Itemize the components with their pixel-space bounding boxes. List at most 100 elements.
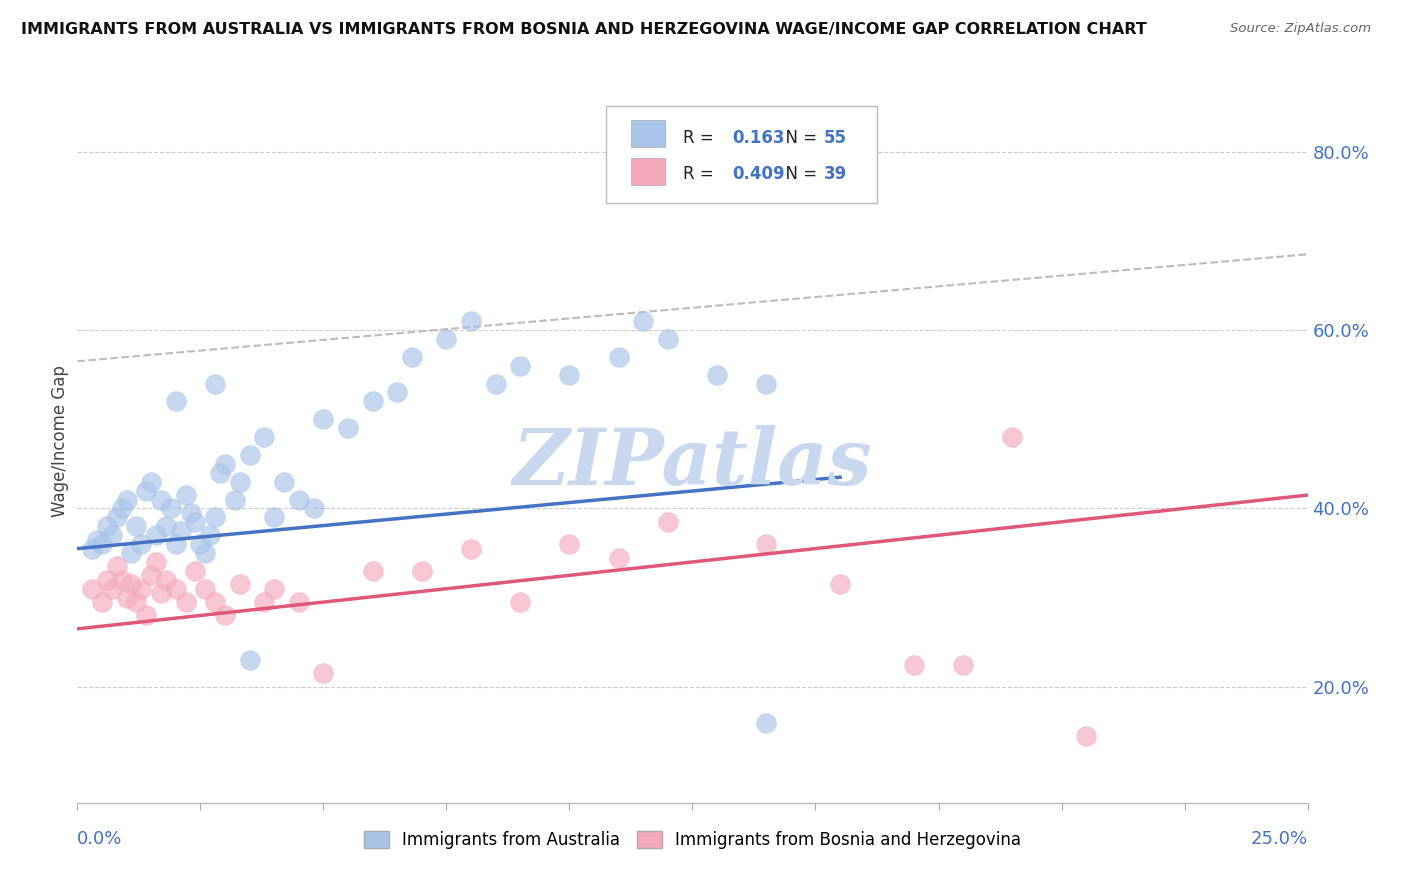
Text: N =: N = (775, 165, 823, 183)
Text: ZIPatlas: ZIPatlas (513, 425, 872, 501)
Point (312, 412, 335, 426)
Point (129, 537, 153, 551)
Point (135, 608, 157, 623)
Point (239, 448, 262, 462)
Point (337, 421, 360, 435)
Text: 0.0%: 0.0% (77, 830, 122, 847)
Point (214, 608, 236, 623)
FancyBboxPatch shape (631, 120, 665, 147)
Point (633, 314, 655, 328)
Point (115, 492, 138, 507)
Text: 55: 55 (824, 129, 846, 147)
FancyBboxPatch shape (606, 105, 877, 203)
Point (135, 483, 157, 498)
Point (485, 376, 508, 391)
Point (96, 573, 118, 587)
Point (509, 359, 531, 373)
Point (228, 577, 252, 591)
Point (558, 537, 581, 551)
Point (830, 577, 852, 591)
Point (86, 533, 108, 547)
Point (1076, 729, 1098, 743)
Point (411, 564, 433, 578)
Text: Source: ZipAtlas.com: Source: ZipAtlas.com (1230, 22, 1371, 36)
Point (111, 573, 132, 587)
Point (214, 457, 236, 471)
Point (288, 595, 311, 609)
Point (253, 430, 276, 444)
Point (952, 657, 974, 672)
Point (165, 582, 187, 596)
Point (184, 564, 207, 578)
Text: IMMIGRANTS FROM AUSTRALIA VS IMMIGRANTS FROM BOSNIA AND HERZEGOVINA WAGE/INCOME : IMMIGRANTS FROM AUSTRALIA VS IMMIGRANTS … (21, 22, 1147, 37)
Point (239, 653, 262, 667)
Point (155, 519, 177, 533)
Point (155, 573, 177, 587)
Point (755, 376, 778, 391)
Point (224, 492, 246, 507)
Point (228, 475, 252, 489)
Point (105, 559, 128, 574)
Point (401, 350, 423, 364)
Point (607, 550, 630, 565)
Point (111, 501, 132, 516)
FancyBboxPatch shape (631, 158, 665, 185)
Point (141, 568, 163, 582)
Point (121, 577, 143, 591)
Point (90, 595, 114, 609)
Point (165, 394, 187, 409)
Point (273, 475, 295, 489)
Point (657, 515, 679, 529)
Point (204, 595, 226, 609)
Point (1001, 430, 1024, 444)
Point (150, 586, 173, 600)
Point (170, 524, 193, 538)
Point (361, 564, 384, 578)
Point (105, 510, 128, 524)
Point (361, 394, 384, 409)
Point (312, 666, 335, 681)
Point (101, 582, 124, 596)
Point (96, 519, 118, 533)
Point (82, 541, 104, 556)
Point (125, 595, 148, 609)
Text: 25.0%: 25.0% (1250, 830, 1308, 847)
Point (209, 466, 232, 480)
Legend: Immigrants from Australia, Immigrants from Bosnia and Herzegovina: Immigrants from Australia, Immigrants fr… (357, 824, 1028, 856)
Point (101, 528, 124, 542)
Point (436, 332, 458, 346)
Point (165, 537, 187, 551)
Point (755, 715, 778, 730)
Text: 39: 39 (824, 165, 848, 183)
Text: 0.409: 0.409 (733, 165, 785, 183)
Point (125, 519, 148, 533)
Point (141, 475, 163, 489)
Point (204, 510, 226, 524)
Point (129, 582, 153, 596)
Point (115, 591, 138, 605)
Point (121, 546, 143, 560)
Point (460, 541, 482, 556)
Point (558, 368, 581, 382)
Point (460, 314, 482, 328)
Point (145, 555, 167, 569)
Point (204, 376, 226, 391)
Point (288, 492, 311, 507)
Point (263, 510, 285, 524)
Point (302, 501, 325, 516)
Point (160, 501, 183, 516)
Text: R =: R = (683, 129, 718, 147)
Point (82, 582, 104, 596)
Point (903, 657, 925, 672)
Point (150, 492, 173, 507)
Point (200, 528, 222, 542)
Text: N =: N = (775, 129, 823, 147)
Point (194, 546, 217, 560)
Point (145, 528, 167, 542)
Point (607, 350, 630, 364)
Point (174, 488, 197, 502)
Point (253, 595, 276, 609)
Point (188, 537, 212, 551)
Point (90, 537, 114, 551)
Point (385, 385, 409, 400)
